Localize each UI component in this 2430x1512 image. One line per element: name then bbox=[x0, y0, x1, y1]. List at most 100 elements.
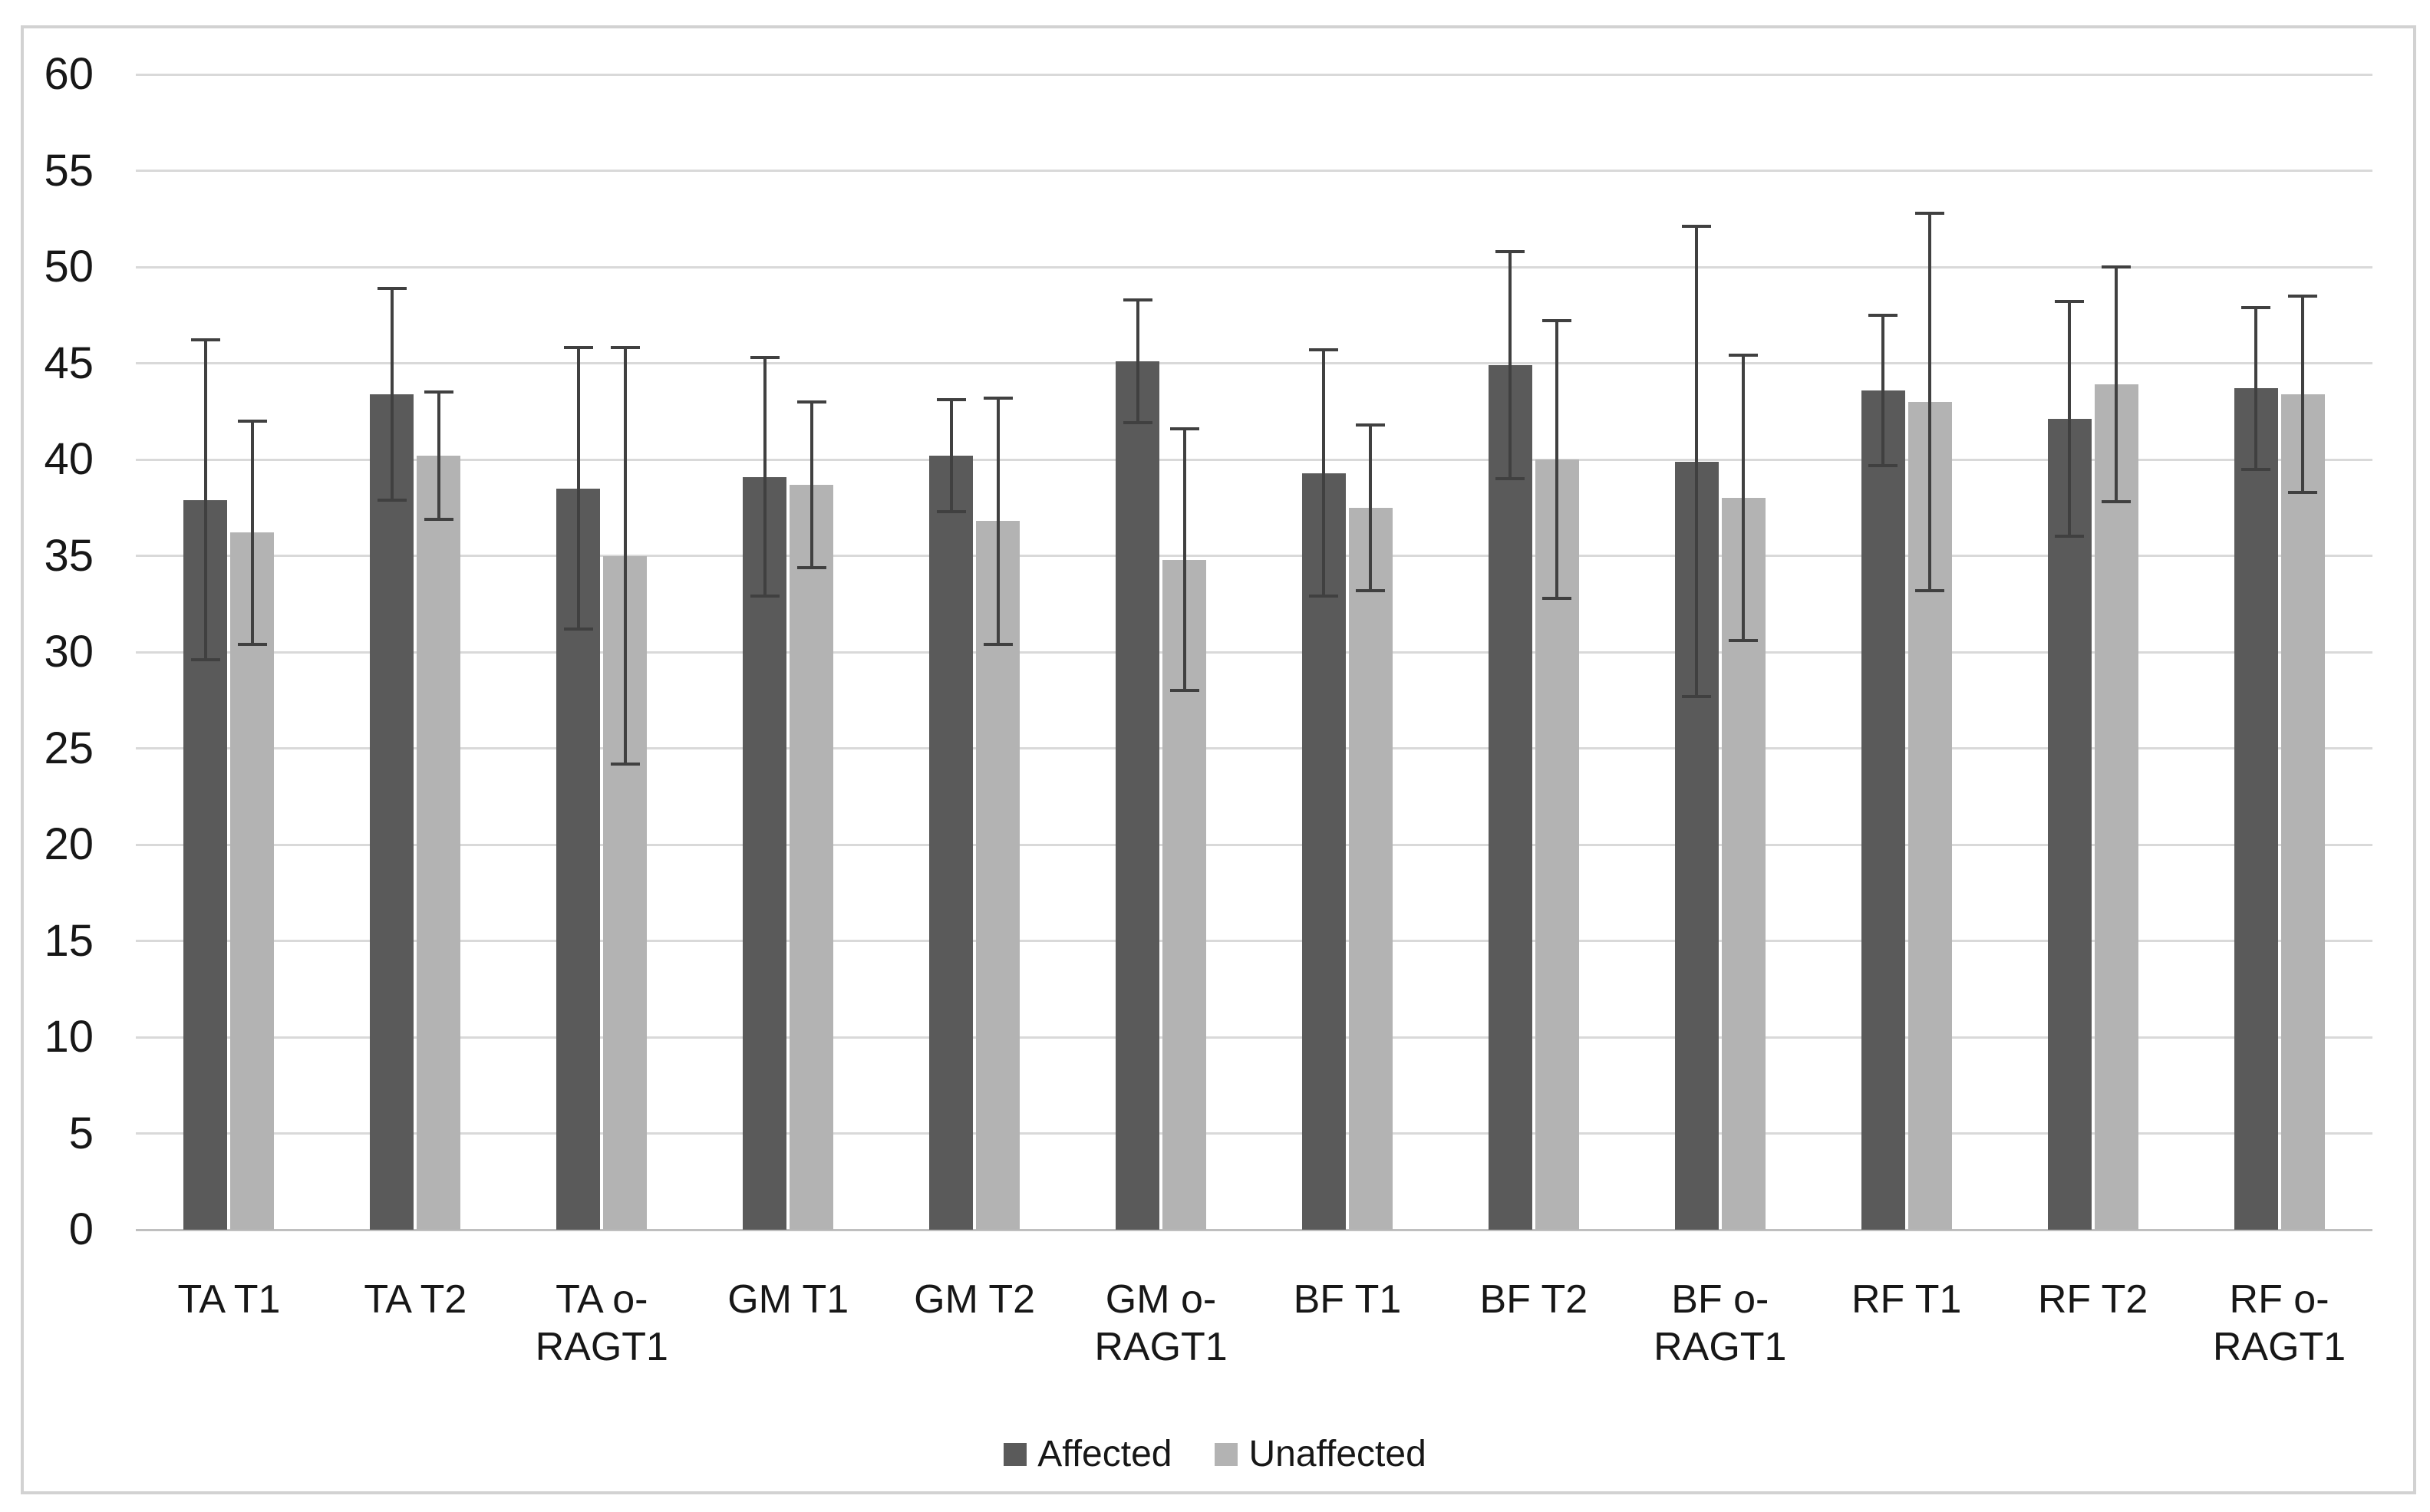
x-category-label: GM T2 bbox=[882, 1276, 1068, 1323]
error-bar-cap bbox=[1915, 588, 1945, 592]
error-bar-cap bbox=[936, 398, 966, 402]
error-bar-cap bbox=[424, 390, 453, 394]
error-bar-stem bbox=[2068, 301, 2072, 537]
error-bar-stem bbox=[1928, 212, 1932, 591]
error-bar-stem bbox=[1742, 355, 1746, 641]
bar-unaffected-gm-t1 bbox=[790, 484, 834, 1230]
gridline bbox=[136, 1036, 2372, 1039]
x-category-label-line: BF T1 bbox=[1293, 1277, 1402, 1322]
y-axis-tick-label: 60 bbox=[44, 49, 94, 99]
error-bar-cap bbox=[1495, 477, 1525, 481]
error-bar-cap bbox=[237, 419, 267, 423]
gridline bbox=[136, 458, 2372, 461]
error-bar-cap bbox=[190, 658, 220, 662]
error-bar-cap bbox=[1542, 596, 1572, 600]
bar-affected-rf-t1 bbox=[1861, 390, 1905, 1230]
x-category-label-line: BF o- bbox=[1671, 1277, 1769, 1322]
y-axis-tick-label: 55 bbox=[44, 145, 94, 196]
error-bar-cap bbox=[1868, 463, 1898, 467]
error-bar-cap bbox=[1356, 423, 1386, 427]
y-axis-tick-label: 50 bbox=[44, 242, 94, 292]
bar-unaffected-ta-t1 bbox=[230, 532, 275, 1230]
error-bar-stem bbox=[1322, 349, 1326, 597]
error-bar-cap bbox=[2241, 467, 2271, 471]
error-bar-stem bbox=[250, 420, 254, 644]
bar-affected-gm-t1 bbox=[743, 476, 787, 1230]
gridline bbox=[136, 651, 2372, 654]
error-bar-cap bbox=[1495, 249, 1525, 253]
y-axis-tick-label: 20 bbox=[44, 819, 94, 869]
x-category-label-line: TA T1 bbox=[177, 1277, 281, 1322]
error-bar-cap bbox=[750, 355, 780, 359]
error-bar-cap bbox=[1123, 421, 1152, 425]
bar-unaffected-bf-t1 bbox=[1348, 507, 1393, 1230]
bar-unaffected-rf-t2 bbox=[2094, 384, 2138, 1230]
error-bar-cap bbox=[2102, 265, 2132, 268]
bar-affected-rf-t2 bbox=[2047, 419, 2092, 1230]
legend: Affected Unaffected bbox=[0, 1433, 2430, 1476]
x-category-label-line: RF o- bbox=[2229, 1277, 2329, 1322]
x-category-label: TA o- RAGT1 bbox=[509, 1276, 695, 1371]
error-bar-stem bbox=[390, 288, 394, 500]
error-bar-cap bbox=[1309, 348, 1339, 351]
error-bar-cap bbox=[2288, 490, 2318, 494]
error-bar-cap bbox=[796, 400, 826, 404]
error-bar-cap bbox=[237, 642, 267, 646]
error-bar-cap bbox=[424, 517, 453, 521]
error-bar-stem bbox=[1555, 321, 1559, 598]
y-axis-tick-label: 0 bbox=[68, 1204, 94, 1254]
legend-item-unaffected: Unaffected bbox=[1215, 1433, 1426, 1476]
x-category-label-line: TA o- bbox=[556, 1277, 648, 1322]
x-category-label-line: RAGT1 bbox=[2212, 1325, 2346, 1369]
error-bar-cap bbox=[2102, 500, 2132, 504]
y-axis-tick-label: 40 bbox=[44, 434, 94, 484]
error-bar-stem bbox=[809, 401, 813, 568]
y-axis-tick-label: 15 bbox=[44, 915, 94, 966]
legend-label-unaffected: Unaffected bbox=[1248, 1434, 1426, 1474]
error-bar-cap bbox=[563, 346, 593, 350]
y-axis-tick-label: 45 bbox=[44, 338, 94, 388]
gridline bbox=[136, 362, 2372, 364]
gridline bbox=[136, 555, 2372, 557]
y-axis-tick-label: 25 bbox=[44, 723, 94, 773]
error-bar-cap bbox=[1309, 595, 1339, 598]
error-bar-stem bbox=[203, 340, 207, 660]
error-bar-stem bbox=[763, 357, 767, 597]
x-category-label-line: RF T1 bbox=[1851, 1277, 1962, 1322]
error-bar-cap bbox=[1169, 689, 1199, 693]
x-category-label: BF T1 bbox=[1255, 1276, 1441, 1323]
error-bar-stem bbox=[623, 348, 627, 764]
error-bar-cap bbox=[1123, 298, 1152, 301]
y-axis-tick-label: 5 bbox=[68, 1108, 94, 1158]
error-bar-cap bbox=[2055, 535, 2085, 539]
error-bar-cap bbox=[2055, 300, 2085, 304]
error-bar-cap bbox=[1356, 588, 1386, 592]
error-bar-cap bbox=[1868, 313, 1898, 317]
legend-item-affected: Affected bbox=[1004, 1433, 1172, 1476]
gridline bbox=[136, 170, 2372, 172]
legend-swatch-unaffected bbox=[1215, 1443, 1238, 1466]
y-axis-tick-label: 10 bbox=[44, 1012, 94, 1062]
error-bar-stem bbox=[1881, 315, 1885, 466]
x-axis-line bbox=[136, 1228, 2372, 1231]
x-category-label-line: RAGT1 bbox=[1654, 1325, 1787, 1369]
x-category-label-line: RAGT1 bbox=[1094, 1325, 1228, 1369]
error-bar-stem bbox=[2115, 267, 2118, 502]
error-bar-stem bbox=[2301, 295, 2305, 492]
error-bar-cap bbox=[377, 498, 407, 502]
error-bar-stem bbox=[1695, 226, 1699, 697]
gridline bbox=[136, 747, 2372, 749]
x-category-label: TA T1 bbox=[136, 1276, 322, 1323]
error-bar-cap bbox=[1915, 211, 1945, 215]
x-category-label-line: GM T1 bbox=[727, 1277, 849, 1322]
error-bar-cap bbox=[1169, 427, 1199, 430]
x-category-label: BF T2 bbox=[1440, 1276, 1627, 1323]
bar-affected-bf-t2 bbox=[1488, 365, 1532, 1230]
x-category-label: GM T1 bbox=[695, 1276, 882, 1323]
x-category-label: RF o- RAGT1 bbox=[2186, 1276, 2372, 1371]
error-bar-stem bbox=[1136, 299, 1139, 423]
x-category-label-line: TA T2 bbox=[364, 1277, 467, 1322]
error-bar-stem bbox=[1508, 251, 1512, 479]
error-bar-stem bbox=[576, 348, 580, 629]
